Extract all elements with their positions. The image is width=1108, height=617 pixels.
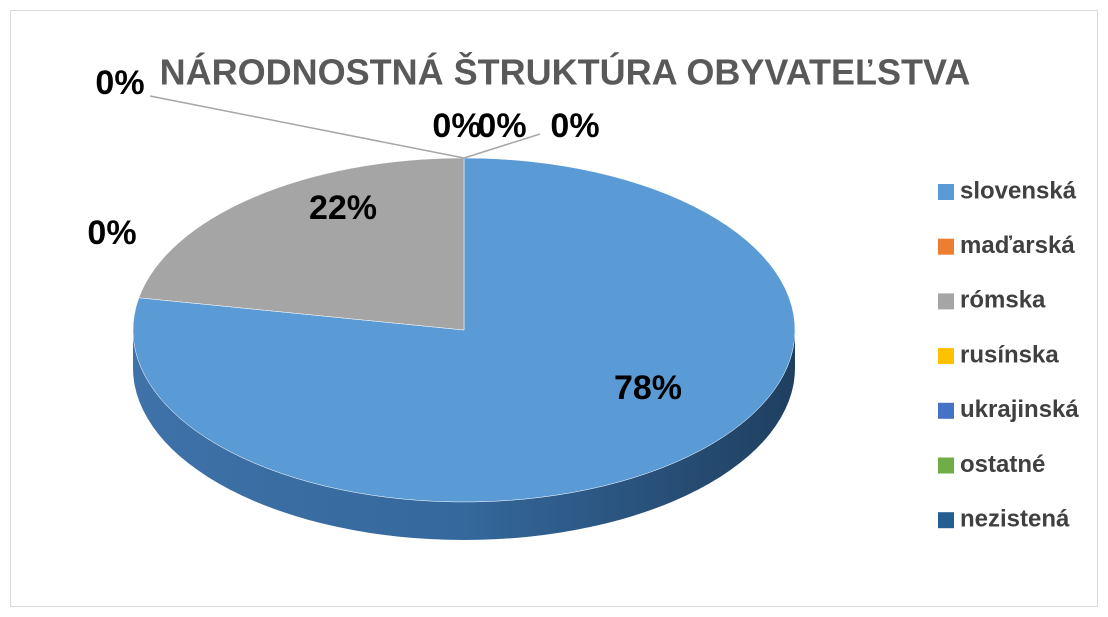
legend-label: slovenská xyxy=(960,177,1077,204)
data-label: 0% xyxy=(432,107,481,145)
data-label: 0% xyxy=(87,214,136,252)
legend-marker xyxy=(938,238,954,255)
data-label: 78% xyxy=(614,369,682,407)
legend-label: ostatné xyxy=(960,451,1045,478)
leader-line xyxy=(149,95,465,159)
leader-line xyxy=(463,133,541,159)
legend-label: maďarská xyxy=(960,232,1075,259)
data-label: 0% xyxy=(95,64,144,102)
data-label: 0% xyxy=(477,107,526,145)
legend-label: nezistená xyxy=(960,506,1070,533)
legend-marker xyxy=(938,348,954,365)
legend-marker xyxy=(938,457,954,474)
legend-label: ukrajinská xyxy=(960,396,1079,423)
legend-label: rusínska xyxy=(960,341,1059,368)
legend-marker xyxy=(938,184,954,200)
legend-label: rómska xyxy=(960,287,1046,314)
pie-side xyxy=(133,330,795,540)
legend-marker xyxy=(938,512,954,529)
data-label: 22% xyxy=(309,189,377,227)
pie-slice xyxy=(132,157,796,503)
legend-marker xyxy=(938,402,954,419)
pie-slice xyxy=(138,157,465,331)
data-label: 0% xyxy=(550,107,599,145)
legend-marker xyxy=(938,293,954,310)
chart-title: NÁRODNOSTNÁ ŠTRUKTÚRA OBYVATEĽSTVA xyxy=(160,51,971,93)
